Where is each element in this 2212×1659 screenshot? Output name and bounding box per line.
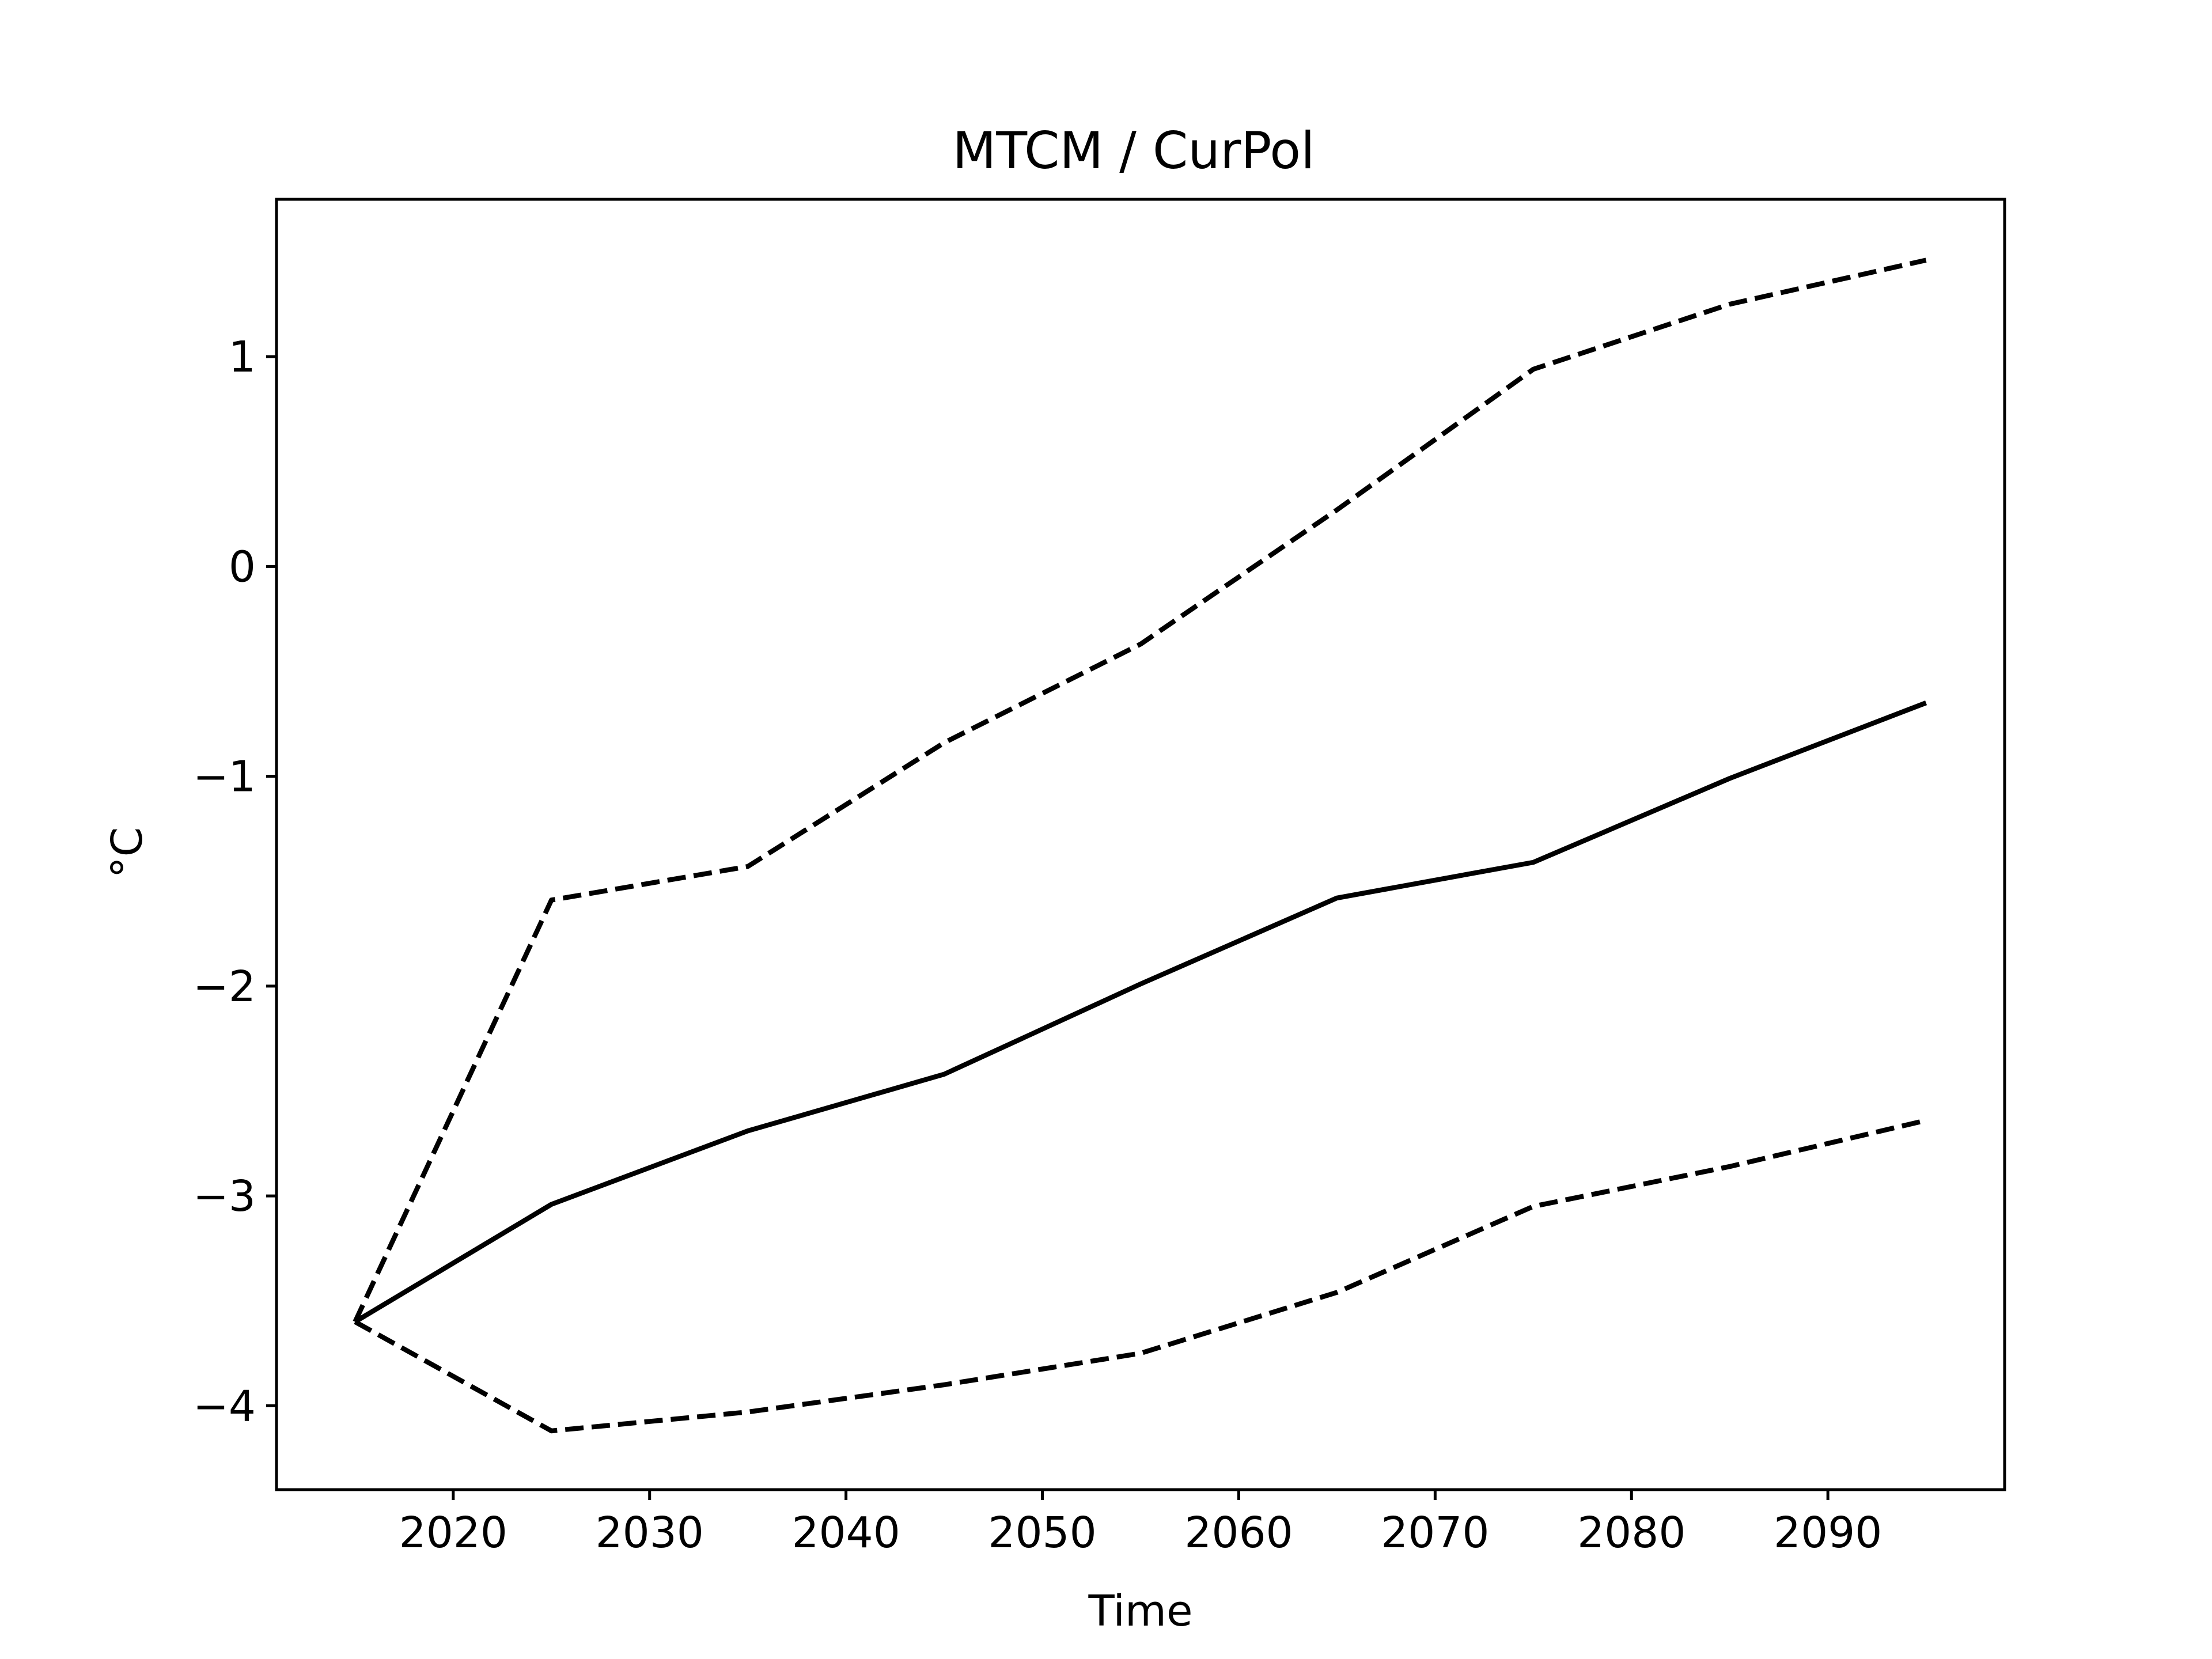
y-tick-label: −4	[193, 1381, 256, 1431]
series-layer	[353, 257, 1927, 1434]
x-axis-label: Time	[1088, 1586, 1192, 1636]
x-tick-label: 2060	[1184, 1508, 1293, 1558]
y-tick-label: 0	[229, 542, 256, 592]
y-tick-label: 1	[229, 332, 256, 382]
chart-title: MTCM / CurPol	[952, 121, 1315, 180]
x-tick-label: 2070	[1381, 1508, 1489, 1558]
series-line-mean	[354, 700, 1927, 1324]
plot-area-frame	[275, 198, 2006, 1491]
y-tick-label: −3	[193, 1172, 256, 1221]
x-tick-label: 2050	[988, 1508, 1096, 1558]
x-tick-label: 2080	[1577, 1508, 1685, 1558]
axis-ticks: 2020 2030 2040 2050 2060 2070 2080 2090 1 0 −1 −2 −3…	[193, 332, 1882, 1558]
series-line-upper	[353, 257, 1927, 1323]
y-tick-label: −1	[193, 752, 256, 802]
x-tick-label: 2030	[596, 1508, 704, 1558]
y-tick-label: −2	[193, 962, 256, 1012]
x-tick-label: 2090	[1774, 1508, 1882, 1558]
y-axis-label: °C	[103, 827, 152, 878]
x-tick-label: 2040	[791, 1508, 900, 1558]
x-tick-label: 2020	[399, 1508, 507, 1558]
